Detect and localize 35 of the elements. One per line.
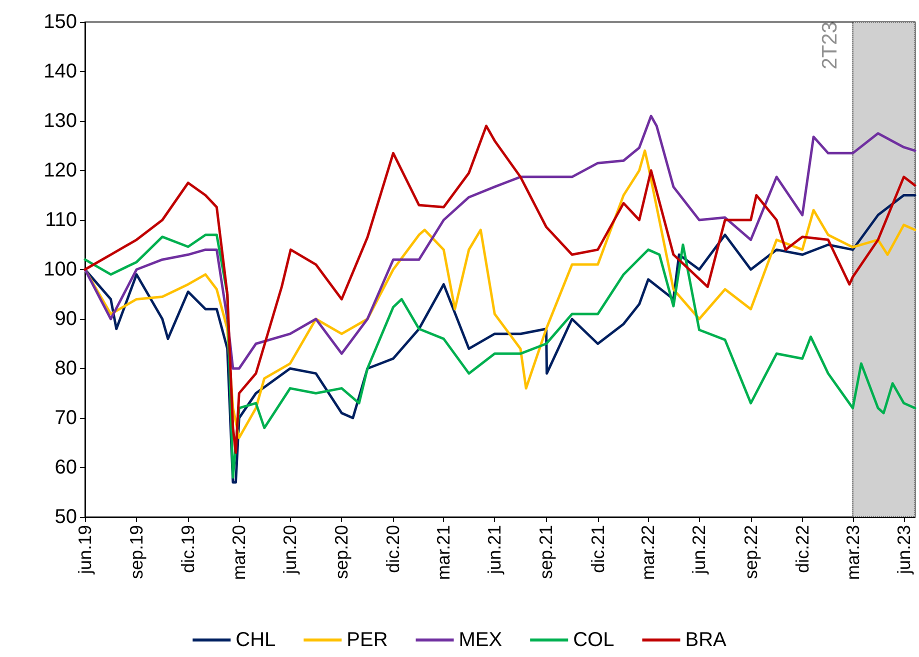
x-tick-label: jun.20 <box>280 525 300 576</box>
legend-label: PER <box>346 629 388 651</box>
y-tick-label: 50 <box>54 506 77 528</box>
line-series <box>84 114 916 370</box>
y-tick-label: 90 <box>54 308 77 330</box>
legend-label: COL <box>573 629 614 651</box>
x-tick-label: sep.21 <box>536 525 556 580</box>
legend-label: MEX <box>458 629 502 651</box>
x-tick-label: dic.19 <box>178 525 198 574</box>
x-tick-label: sep.20 <box>332 525 352 580</box>
y-tick-label: 70 <box>54 407 77 429</box>
x-tick-label: dic.21 <box>588 525 608 574</box>
x-tick-label: sep.22 <box>740 525 761 580</box>
x-tick-label: mar.21 <box>434 525 454 580</box>
y-tick-label: 80 <box>54 358 77 380</box>
x-tick-label: jun.23 <box>894 525 914 576</box>
x-tick-label: jun.21 <box>484 525 505 576</box>
legend-label: CHL <box>236 629 276 651</box>
x-tick-label: dic.22 <box>792 525 812 574</box>
x-tick-label: mar.23 <box>842 525 863 580</box>
y-tick-label: 60 <box>54 456 77 478</box>
band-label: 2T23 <box>818 22 842 70</box>
y-tick-label: 130 <box>44 110 77 132</box>
legend-label: BRA <box>685 629 728 651</box>
x-tick-label: dic.20 <box>383 525 404 574</box>
x-tick-label: mar.22 <box>638 525 658 580</box>
x-tick-label: jun.19 <box>75 525 95 576</box>
x-tick-label: jun.22 <box>689 525 710 576</box>
y-tick-label: 100 <box>44 258 77 280</box>
y-tick-label: 150 <box>44 11 77 33</box>
y-tick-label: 140 <box>44 60 77 82</box>
x-tick-label: sep.19 <box>126 525 147 580</box>
y-tick-label: 110 <box>45 209 77 231</box>
y-tick-label: 120 <box>44 160 77 182</box>
x-tick-label: mar.20 <box>229 525 250 580</box>
